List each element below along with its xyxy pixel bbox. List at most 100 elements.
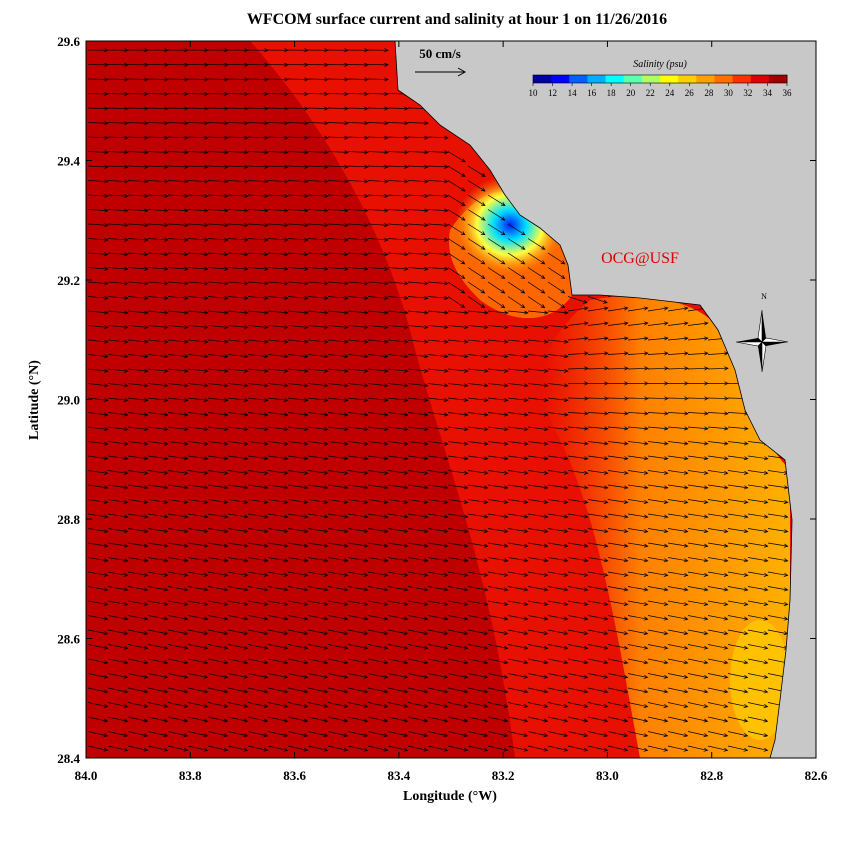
current-vector [87,687,109,694]
current-vector [107,673,129,679]
colorbar-tick-label: 18 [607,88,617,98]
current-vector [647,336,669,341]
current-vector [687,513,709,519]
current-vector [127,644,149,650]
current-vector [547,542,569,548]
current-vector [527,673,549,679]
current-vector [647,542,669,548]
current-vector [427,397,449,402]
current-vector [247,542,269,548]
current-vector [747,542,769,548]
current-vector [307,499,329,504]
colorbar-tick-label: 36 [783,88,793,98]
current-vector [447,223,466,236]
current-vector [367,557,389,563]
current-vector [407,745,429,752]
current-vector [127,528,149,534]
current-vector [227,164,249,169]
current-vector [587,441,609,446]
current-vector [387,193,409,198]
current-vector [327,237,349,242]
current-vector [367,208,389,213]
current-vector [287,571,309,577]
current-vector [227,397,249,402]
current-vector [407,629,429,636]
current-vector [207,644,229,650]
current-vector [327,702,349,708]
current-vector [147,77,169,82]
current-vector [187,658,209,665]
current-vector [487,673,509,679]
current-vector [247,412,269,417]
current-vector [387,600,409,606]
current-vector [87,716,109,723]
current-vector [607,366,629,371]
current-vector [367,644,389,650]
current-vector [747,586,769,592]
current-vector [267,484,289,490]
current-vector [427,135,449,140]
current-vector [407,542,429,548]
current-vector [367,91,389,96]
current-vector [307,208,329,213]
current-vector [147,615,169,621]
current-vector [707,470,729,475]
current-vector [687,702,709,708]
current-vector [367,615,389,621]
current-vector [107,91,129,96]
colorbar-swatch [660,75,679,83]
current-vector [447,325,469,330]
current-vector [147,571,169,577]
current-vector [587,484,609,490]
current-vector [147,368,169,373]
current-vector [567,484,589,490]
current-vector [367,600,389,606]
current-vector [427,557,449,563]
current-vector [407,528,429,534]
current-vector [647,629,669,636]
current-vector [587,615,609,621]
current-vector [127,266,149,271]
current-vector [767,571,789,577]
current-vector [367,426,389,432]
current-vector [447,252,466,265]
current-vector [627,484,649,490]
current-vector [247,252,269,257]
colorbar-frame [532,74,788,84]
current-vector [247,528,269,534]
current-vector [527,716,549,723]
colorbar-tick-label: 30 [724,88,734,98]
current-vector [287,702,309,708]
current-vector [167,615,189,621]
current-vector [147,121,169,126]
current-vector [467,615,489,621]
current-vector [227,179,249,184]
current-vector [227,208,249,213]
current-vector [647,658,669,665]
current-vector [587,731,609,738]
current-vector [447,629,469,636]
current-vector [347,281,369,286]
current-vector [207,295,229,300]
y-tick-label: 28.8 [57,512,80,527]
current-vector [267,513,289,519]
current-vector [707,629,729,636]
current-vector [607,336,629,341]
axes: 84.0 83.8 83.6 83.4 83.2 83.0 82.8 82.6 28.4 28.6… [57,34,828,783]
coastal-water [541,296,790,758]
current-vector [147,600,169,606]
current-vector [527,499,549,504]
current-vector [307,237,329,242]
current-vector [267,644,289,650]
current-vector [187,484,209,490]
current-vector [387,702,409,708]
current-vector [547,629,569,636]
current-vector [127,571,149,577]
current-vector [487,412,509,417]
current-vector [687,586,709,592]
current-vector [207,223,229,228]
current-vector [387,687,409,694]
current-vector [167,542,189,548]
current-vector [607,615,629,621]
current-vector [467,600,489,606]
